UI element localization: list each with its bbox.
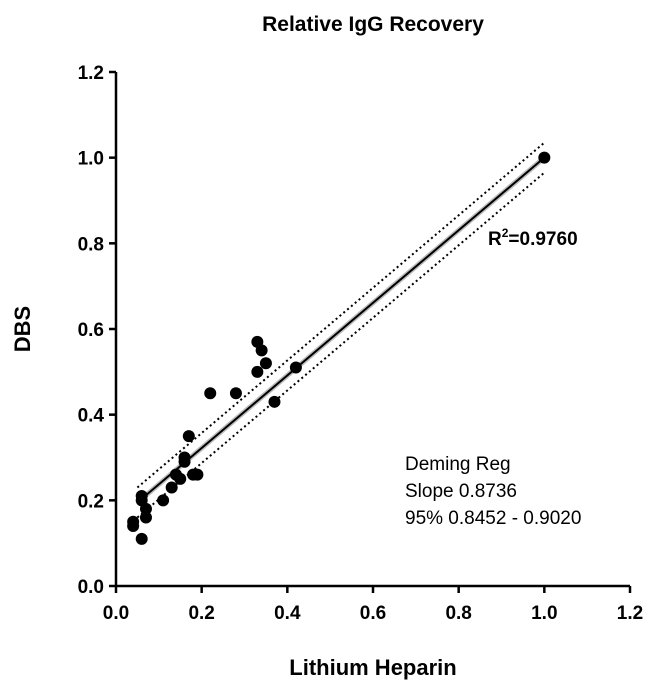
- y-tick-label: 1.2: [78, 63, 104, 84]
- data-point: [139, 502, 152, 515]
- annotation-line-1: Deming Reg: [405, 454, 511, 475]
- x-tick-label: 0.4: [274, 603, 301, 624]
- data-point: [182, 430, 195, 443]
- r-squared-value: =0.9760: [508, 229, 577, 250]
- y-axis-label: DBS: [10, 306, 35, 352]
- data-point: [139, 511, 152, 524]
- x-tick-label: 1.0: [531, 603, 557, 624]
- data-point: [289, 361, 302, 374]
- data-point: [191, 468, 204, 481]
- lower-ci-line: [136, 171, 545, 519]
- axes: 0.0 0.2 0.4 0.6 0.8 1.0 1.2 0.0 0.2 0.4 0.6 0.8 1.0 1…: [78, 63, 644, 624]
- annotation-line-2: Slope 0.8736: [405, 481, 517, 502]
- r-squared-prefix: R: [488, 229, 502, 250]
- r-squared-superscript: 2: [502, 226, 509, 240]
- y-tick-label: 0.6: [78, 320, 104, 341]
- deming-annotation: Deming Reg Slope 0.8736 95% 0.8452 - 0.9…: [405, 454, 581, 529]
- x-tick-label: 0.8: [445, 603, 471, 624]
- x-tick-label: 0.6: [360, 603, 386, 624]
- chart-title: Relative IgG Recovery: [262, 13, 484, 36]
- y-tick-label: 0.4: [78, 406, 105, 427]
- data-points: [127, 151, 551, 545]
- data-point: [127, 515, 140, 528]
- data-point: [251, 365, 264, 378]
- data-point: [268, 395, 281, 408]
- x-tick-label: 0.2: [188, 603, 214, 624]
- annotation-line-3: 95% 0.8452 - 0.9020: [405, 508, 581, 529]
- r-squared-label: R2=0.9760: [488, 226, 578, 250]
- data-point: [178, 451, 191, 464]
- data-point: [135, 490, 148, 503]
- y-tick-label: 0.8: [78, 234, 104, 255]
- confidence-band: [136, 141, 545, 519]
- y-tick-label: 0.2: [78, 491, 104, 512]
- data-point: [157, 494, 170, 507]
- y-tick-label: 0.0: [78, 577, 104, 598]
- x-tick-label: 1.2: [617, 603, 643, 624]
- data-point: [538, 151, 551, 164]
- data-point: [174, 472, 187, 485]
- data-point: [204, 387, 217, 400]
- upper-ci-line: [136, 141, 545, 489]
- data-point: [229, 387, 242, 400]
- data-point: [135, 532, 148, 545]
- regression-line-group: [135, 155, 546, 505]
- y-tick-label: 1.0: [78, 149, 104, 170]
- data-point: [259, 357, 272, 370]
- x-tick-label: 0.0: [103, 603, 129, 624]
- regression-line: [136, 156, 545, 504]
- x-axis-label: Lithium Heparin: [289, 655, 456, 680]
- data-point: [255, 344, 268, 357]
- data-point: [165, 481, 178, 494]
